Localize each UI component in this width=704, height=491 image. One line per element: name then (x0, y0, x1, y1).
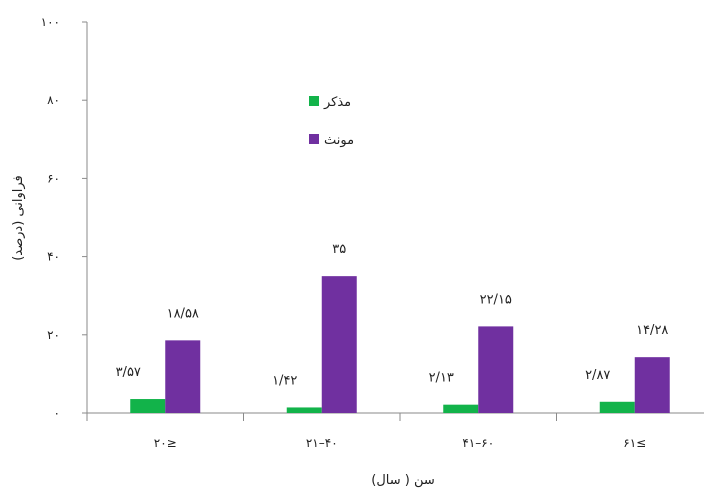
bars (130, 276, 670, 413)
data-label: ۲/۱۳ (429, 371, 454, 386)
data-label: ۳۵ (332, 242, 346, 257)
x-tick-label: ۶۱≤ (623, 436, 646, 450)
data-label: ۲/۸۷ (585, 368, 610, 383)
y-tick-label: ۸۰ (47, 93, 60, 107)
y-tick-label: ۱۰۰ (41, 15, 60, 29)
bar (286, 407, 322, 413)
bar (634, 357, 670, 413)
bar (130, 399, 166, 413)
y-tick-label: ۶۰ (47, 171, 60, 185)
legend-label: مونث (324, 133, 354, 148)
x-tick-label: ۲۰≥ (154, 436, 177, 450)
data-label: ۲۲/۱۵ (480, 292, 512, 307)
bar (599, 401, 635, 413)
y-tick-label: ۲۰ (47, 328, 60, 342)
legend-swatch (309, 134, 319, 144)
data-label: ۳/۵۷ (116, 365, 141, 380)
y-tick-label: ۰ (54, 406, 60, 420)
data-label: ۱/۴۲ (272, 373, 297, 388)
data-labels: ۳/۵۷ ۱/۴۲ ۲/۱۳ ۲/۸۷ ۱۸/۵۸ ۳۵ ۲۲/۱۵ ۱۴/۲۸ (116, 242, 669, 388)
x-tick-label: ۲۱–۴۰ (306, 436, 338, 450)
bar (443, 404, 479, 413)
data-label: ۱۸/۵۸ (167, 306, 199, 321)
x-axis-title: سن ( سال) (371, 473, 435, 488)
legend-swatch (309, 96, 319, 106)
bar (478, 326, 514, 413)
y-axis-title: فراوانی (درصد) (11, 175, 26, 261)
legend: مذکر مونث (309, 95, 354, 148)
x-axis: ۲۰≥ ۲۱–۴۰ ۴۱–۶۰ ۶۱≤ (86, 412, 704, 450)
bar (321, 276, 357, 413)
y-tick-label: ۴۰ (47, 250, 60, 264)
legend-label: مذکر (323, 95, 351, 110)
bar (165, 340, 201, 413)
data-label: ۱۴/۲۸ (636, 323, 668, 338)
y-axis: ۰ ۲۰ ۴۰ ۶۰ ۸۰ ۱۰۰ (41, 15, 88, 420)
x-tick-label: ۴۱–۶۰ (462, 436, 494, 450)
